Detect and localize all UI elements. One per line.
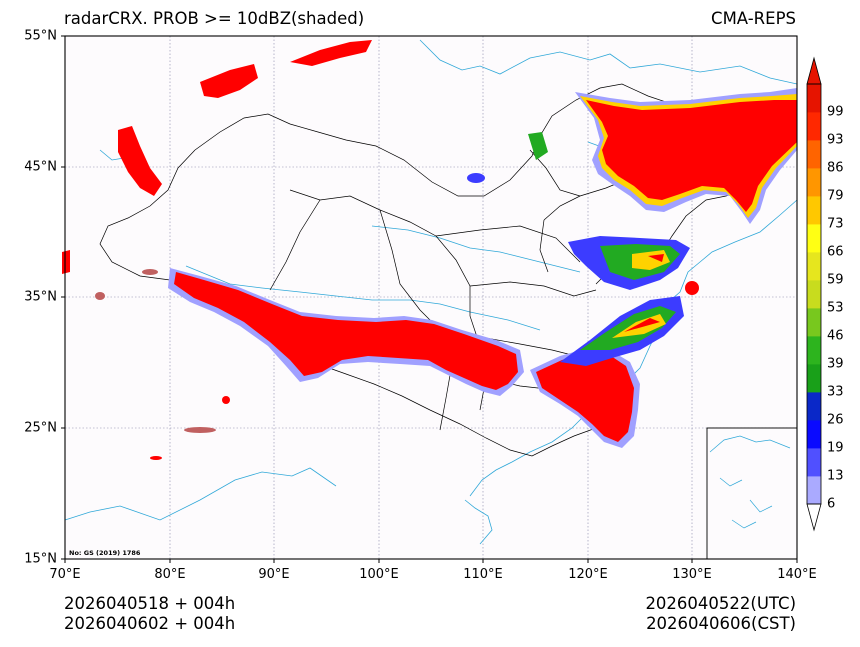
lon-label: 80°E bbox=[154, 567, 186, 582]
colorbar-band bbox=[807, 168, 821, 197]
lon-label: 70°E bbox=[49, 567, 81, 582]
lat-label: 25°N bbox=[24, 420, 57, 436]
colorbar-level-label: 59 bbox=[827, 272, 844, 288]
valid-time-cst: 2026040606(CST) bbox=[646, 614, 796, 633]
colorbar-band bbox=[807, 476, 821, 505]
colorbar-band bbox=[807, 252, 821, 281]
colorbar-band bbox=[807, 308, 821, 337]
precip-shading bbox=[62, 40, 797, 460]
colorbar-level-label: 99 bbox=[827, 104, 844, 120]
lon-label: 140°E bbox=[777, 567, 817, 582]
colorbar-band bbox=[807, 420, 821, 449]
colorbar-band bbox=[807, 392, 821, 421]
colorbar-level-label: 66 bbox=[827, 244, 844, 260]
colorbar-level-label: 73 bbox=[827, 216, 844, 232]
colorbar-band bbox=[807, 280, 821, 309]
lon-label: 100°E bbox=[359, 567, 399, 582]
colorbar-min-arrow bbox=[806, 503, 822, 532]
init-time-cst: 2026040602 + 004h bbox=[64, 614, 236, 633]
colorbar-level-label: 86 bbox=[827, 160, 844, 176]
lon-label: 110°E bbox=[463, 567, 503, 582]
colorbar-band bbox=[807, 112, 821, 141]
model-name: CMA-REPS bbox=[711, 9, 796, 28]
colorbar-level-label: 33 bbox=[827, 384, 844, 400]
colorbar-band bbox=[807, 336, 821, 365]
lat-label: 15°N bbox=[24, 551, 57, 567]
colorbar-band bbox=[807, 140, 821, 169]
lat-label: 45°N bbox=[24, 159, 57, 175]
colorbar-level-label: 6 bbox=[827, 496, 836, 512]
lon-label: 120°E bbox=[568, 567, 608, 582]
colorbar-level-label: 26 bbox=[827, 412, 844, 428]
colorbar-max-arrow bbox=[806, 56, 822, 85]
colorbar-band bbox=[807, 84, 821, 113]
colorbar-level-label: 46 bbox=[827, 328, 844, 344]
lat-label: 55°N bbox=[24, 28, 57, 44]
valid-time-utc: 2026040522(UTC) bbox=[645, 594, 796, 613]
map-approval-note: No: GS (2019) 1786 bbox=[69, 549, 141, 557]
lat-label: 35°N bbox=[24, 289, 57, 305]
colorbar-level-label: 39 bbox=[827, 356, 844, 372]
colorbar-band bbox=[807, 364, 821, 393]
colorbar-band bbox=[807, 448, 821, 477]
colorbar-level-label: 93 bbox=[827, 132, 844, 148]
colorbar-band bbox=[807, 224, 821, 253]
colorbar-level-label: 79 bbox=[827, 188, 844, 204]
axis-ticks bbox=[61, 35, 798, 563]
lon-label: 90°E bbox=[258, 567, 290, 582]
colorbar-band bbox=[807, 196, 821, 225]
colorbar-level-label: 53 bbox=[827, 300, 844, 316]
chart-title: radarCRX. PROB >= 10dBZ(shaded) bbox=[64, 9, 365, 28]
colorbar-level-label: 19 bbox=[827, 440, 844, 456]
init-time-utc: 2026040518 + 004h bbox=[64, 594, 236, 613]
colorbar-level-label: 13 bbox=[827, 468, 844, 484]
lon-label: 130°E bbox=[672, 567, 712, 582]
